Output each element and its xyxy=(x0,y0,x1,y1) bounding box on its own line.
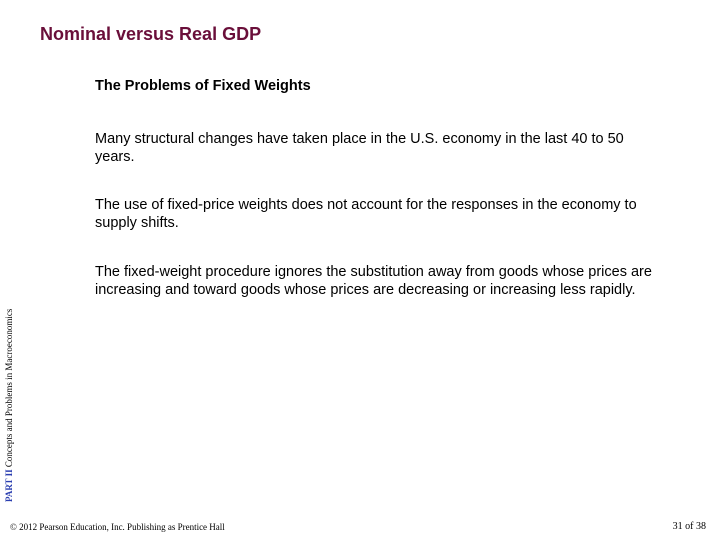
side-part: PART II xyxy=(4,469,14,502)
paragraph: Many structural changes have taken place… xyxy=(95,130,655,166)
slide-title: Nominal versus Real GDP xyxy=(40,24,261,45)
paragraph: The use of fixed-price weights does not … xyxy=(95,196,655,232)
body-text: Many structural changes have taken place… xyxy=(95,130,655,329)
paragraph: The fixed-weight procedure ignores the s… xyxy=(95,263,655,299)
page-number: 31 of 38 xyxy=(673,521,706,532)
slide: Nominal versus Real GDP The Problems of … xyxy=(0,0,720,540)
side-section-label: PART II Concepts and Problems in Macroec… xyxy=(4,309,14,502)
slide-subtitle: The Problems of Fixed Weights xyxy=(95,78,311,94)
side-rest: Concepts and Problems in Macroeconomics xyxy=(4,309,14,470)
copyright-text: © 2012 Pearson Education, Inc. Publishin… xyxy=(10,522,225,532)
